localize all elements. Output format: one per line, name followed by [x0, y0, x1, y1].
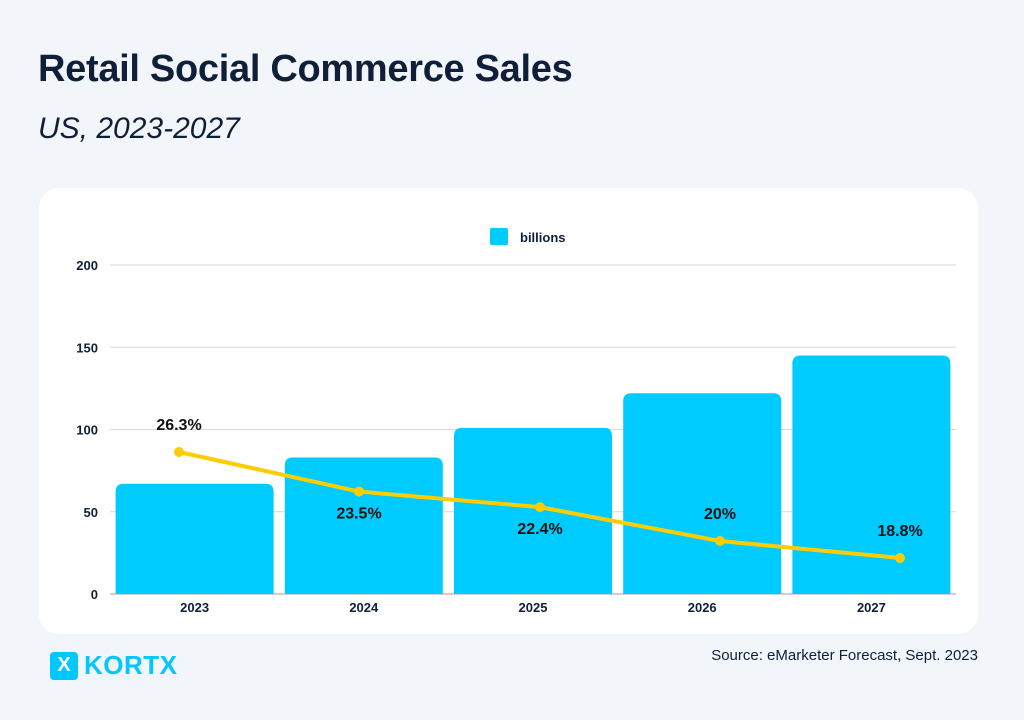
legend-label: billions	[520, 230, 566, 245]
data-label: 26.3%	[156, 417, 201, 434]
y-tick-label: 50	[84, 505, 98, 520]
data-label: 22.4%	[517, 521, 562, 538]
y-tick-label: 200	[76, 258, 98, 273]
y-tick-label: 100	[76, 423, 98, 438]
x-tick-label: 2025	[519, 600, 548, 615]
bar	[115, 483, 274, 594]
x-tick-label: 2024	[349, 600, 379, 615]
growth-point	[715, 536, 725, 547]
bar	[284, 457, 443, 594]
logo-text: KORTX	[84, 650, 178, 680]
y-tick-label: 0	[91, 587, 98, 602]
x-tick-label: 2026	[688, 600, 717, 615]
chart-subtitle: US, 2023-2027	[38, 112, 240, 145]
growth-point	[895, 552, 905, 563]
growth-point	[174, 447, 184, 457]
kortx-logo: X KORTX	[50, 650, 178, 681]
x-tick-label: 2023	[180, 600, 209, 615]
legend-swatch	[490, 228, 508, 245]
data-label: 23.5%	[336, 506, 381, 523]
bar	[792, 355, 951, 594]
bar	[454, 427, 612, 594]
data-label: 18.8%	[877, 523, 922, 540]
growth-point	[354, 486, 364, 497]
x-tick-label: 2027	[857, 600, 886, 615]
growth-point	[535, 502, 545, 513]
chart-title: Retail Social Commerce Sales	[38, 48, 573, 90]
bar	[623, 393, 782, 594]
y-tick-label: 150	[76, 340, 98, 355]
source-note: Source: eMarketer Forecast, Sept. 2023	[711, 647, 978, 664]
logo-mark: X	[50, 651, 78, 680]
data-label: 20%	[704, 506, 736, 523]
